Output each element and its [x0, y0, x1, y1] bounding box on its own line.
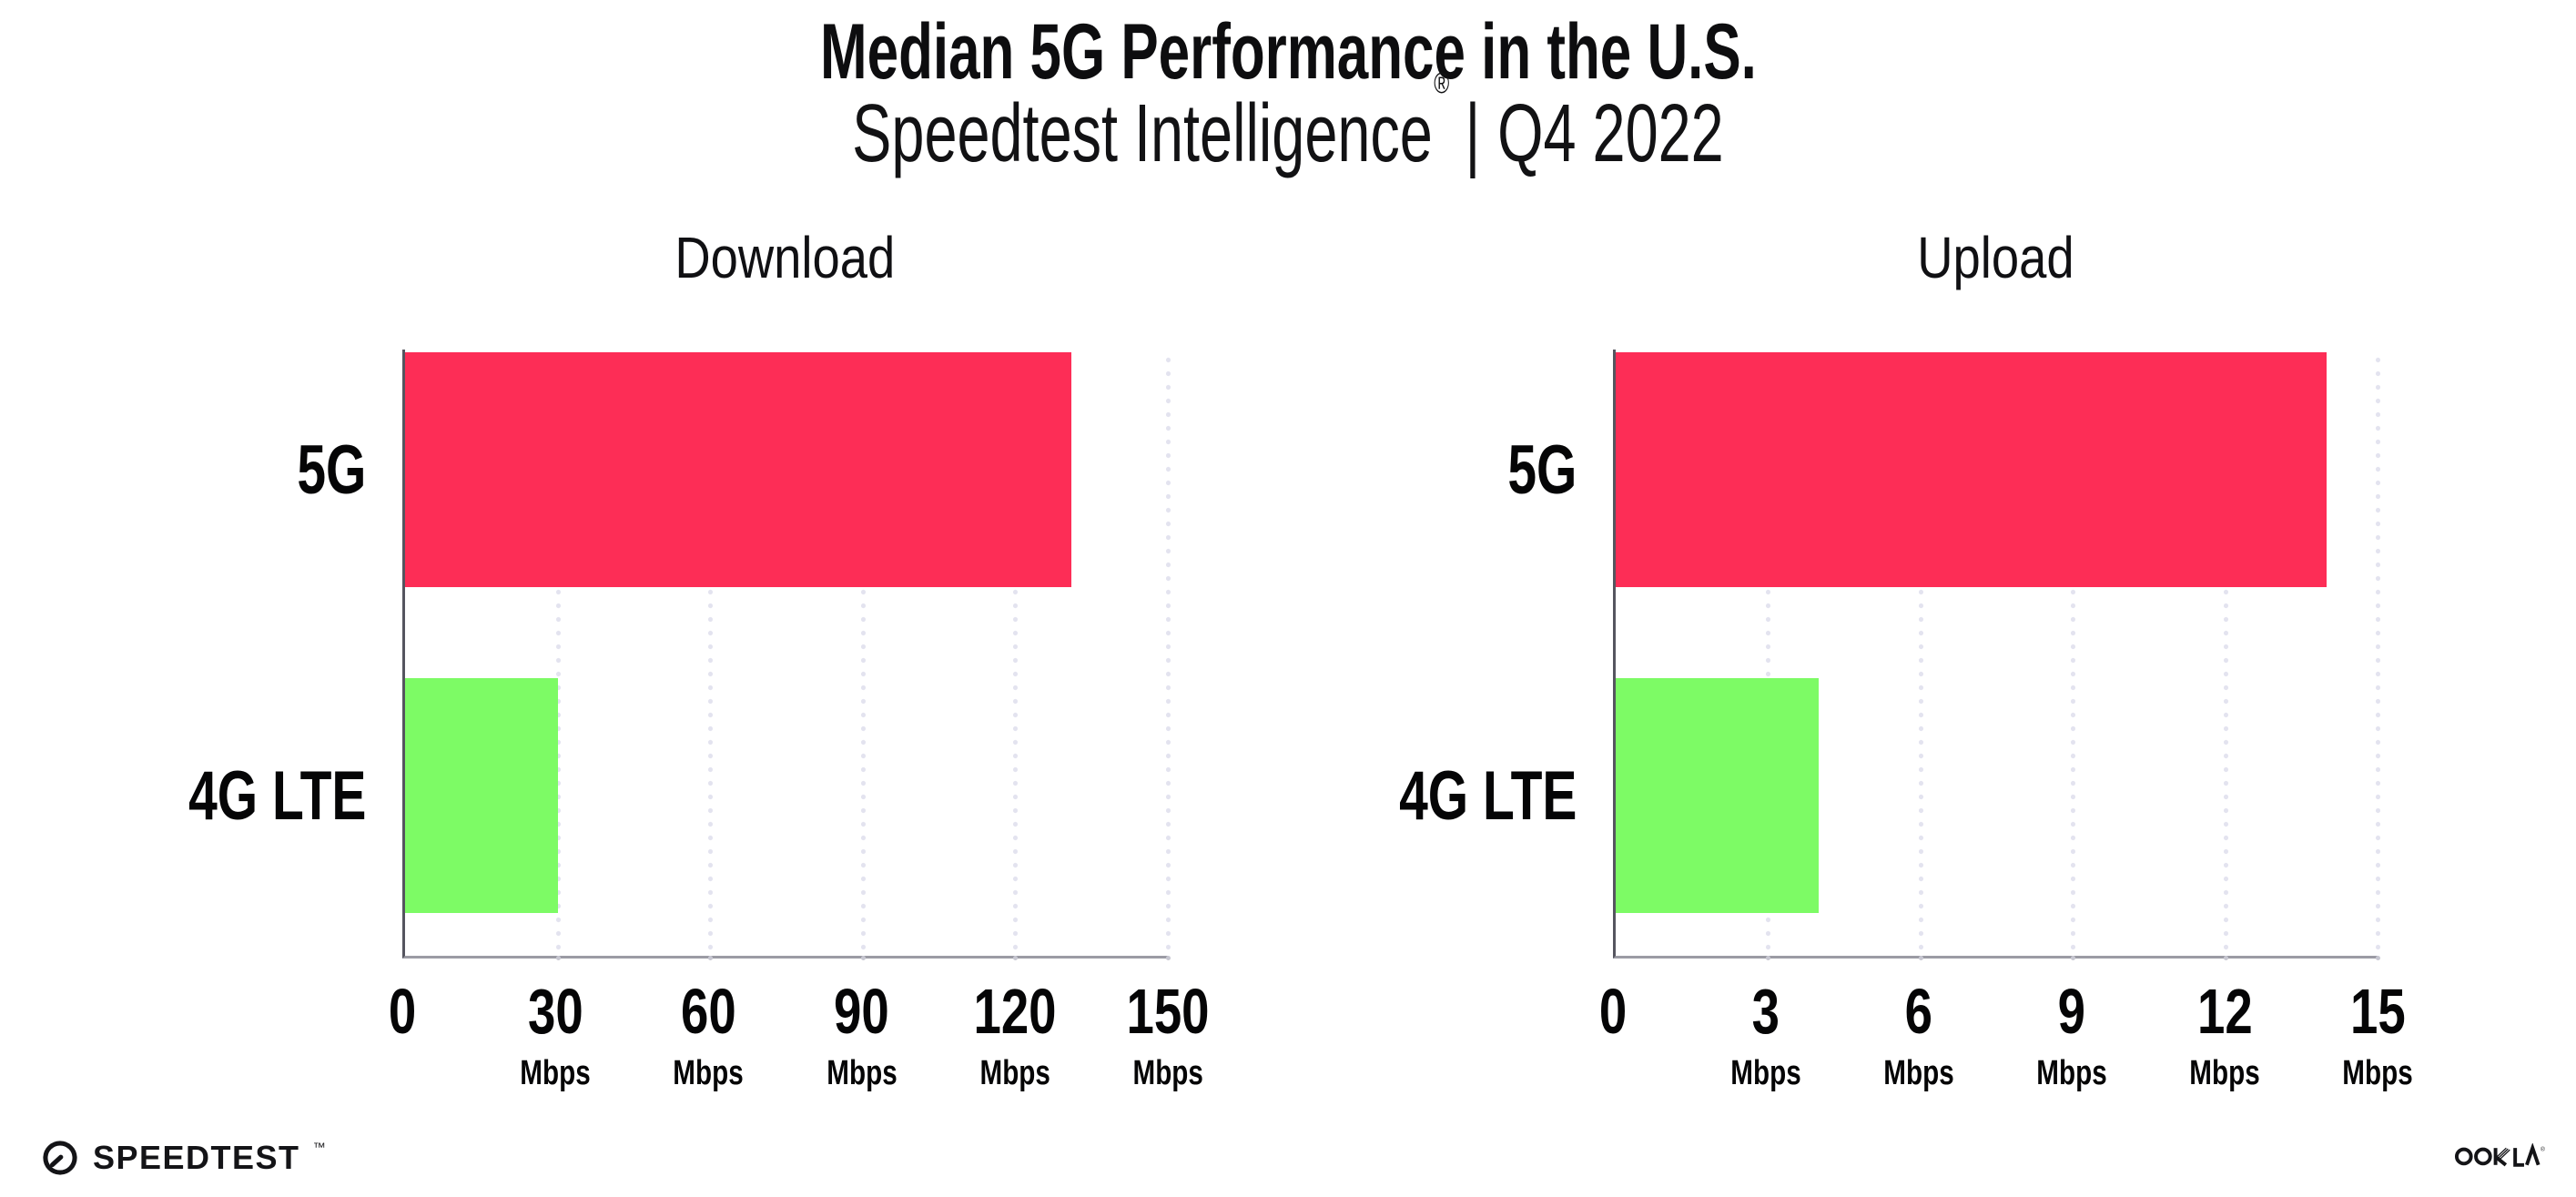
gridline-150 — [1166, 350, 1171, 960]
x-axis-tick-0: 0 — [385, 979, 421, 1043]
speedtest-wordmark: SPEEDTEST — [93, 1139, 300, 1176]
speedtest-gauge-icon — [43, 1141, 77, 1175]
x-axis-tick-value: 0 — [1598, 976, 1628, 1047]
x-axis-tick-12: 12 Mbps — [2179, 979, 2269, 1090]
x-axis-tick-unit: Mbps — [1132, 1054, 1203, 1092]
page-title-text: Median 5G Performance in the U.S. — [819, 8, 1757, 96]
x-axis-tick-9: 9 Mbps — [2026, 979, 2116, 1090]
page-subtitle: Speedtest Intelligence®| Q4 2022 — [0, 68, 2576, 175]
gridline-60 — [708, 350, 714, 960]
gridline-12 — [2223, 350, 2228, 960]
x-axis-tick-120: 120 Mbps — [961, 979, 1068, 1090]
category-label-4g-lte: 4G LTE — [188, 756, 366, 835]
x-axis-tick-6: 6 Mbps — [1873, 979, 1963, 1090]
category-label-row: 4G LTE — [111, 678, 366, 913]
ookla-wordmark-icon: ® — [2454, 1142, 2545, 1167]
category-label-row: 4G LTE — [1322, 678, 1577, 913]
trademark-symbol: ™ — [312, 1140, 326, 1154]
x-axis-tick-30: 30 Mbps — [511, 979, 601, 1090]
bar-5g — [1616, 352, 2328, 587]
page-subtitle-text: Speedtest Intelligence®| Q4 2022 — [852, 68, 1724, 175]
gridline-9 — [2071, 350, 2076, 960]
download-chart-title: Download — [402, 226, 1168, 304]
upload-chart-title: Upload — [1613, 226, 2378, 304]
x-axis-tick-unit: Mbps — [2342, 1054, 2413, 1092]
category-label-row: 5G — [1322, 352, 1577, 587]
category-label-5g: 5G — [296, 431, 366, 509]
gridline-90 — [860, 350, 866, 960]
x-axis-tick-unit: Mbps — [979, 1054, 1050, 1092]
bar-4g-lte — [1616, 678, 1820, 913]
subtitle-period: Q4 2022 — [1497, 88, 1724, 179]
page-title: Median 5G Performance in the U.S. — [0, 13, 2576, 91]
x-axis-tick-value: 150 — [1126, 976, 1210, 1047]
x-axis-tick-value: 15 — [2349, 976, 2406, 1047]
x-axis-tick-0: 0 — [1596, 979, 1631, 1043]
x-axis-tick-value: 12 — [2196, 976, 2253, 1047]
gridline-3 — [1766, 350, 1771, 960]
download-x-axis: 0 30 Mbps 60 Mbps 90 Mbps 120 Mbps 150 Mbps — [389, 979, 1210, 1134]
category-label-5g: 5G — [1506, 431, 1577, 509]
x-axis-tick-value: 60 — [681, 976, 736, 1047]
speedtest-logo: SPEEDTEST ™ — [40, 1138, 326, 1178]
x-axis-tick-60: 60 Mbps — [664, 979, 754, 1090]
subtitle-brand: Speedtest Intelligence — [852, 88, 1433, 179]
x-axis-tick-15: 15 Mbps — [2332, 979, 2422, 1090]
x-axis-tick-unit: Mbps — [520, 1054, 591, 1092]
x-axis-tick-value: 0 — [388, 976, 417, 1047]
download-category-labels: 5G 4G LTE — [111, 350, 366, 959]
registered-symbol: ® — [1434, 66, 1450, 99]
upload-x-axis: 0 3 Mbps 6 Mbps 9 Mbps 12 Mbps 15 Mbps — [1599, 979, 2413, 1134]
upload-plot-area — [1613, 350, 2380, 960]
bar-5g — [405, 352, 1071, 587]
x-axis-tick-value: 3 — [1751, 976, 1780, 1047]
upload-category-labels: 5G 4G LTE — [1322, 350, 1577, 959]
gridline-6 — [1918, 350, 1923, 960]
ookla-logo: ® — [2454, 1142, 2545, 1172]
gridline-30 — [555, 350, 561, 960]
x-axis-tick-value: 120 — [973, 976, 1057, 1047]
x-axis-tick-150: 150 Mbps — [1115, 979, 1222, 1090]
x-axis-tick-unit: Mbps — [826, 1054, 898, 1092]
gridline-15 — [2376, 350, 2380, 960]
x-axis-tick-unit: Mbps — [2036, 1054, 2107, 1092]
category-label-4g-lte: 4G LTE — [1398, 756, 1577, 835]
x-axis-tick-value: 30 — [527, 976, 583, 1047]
x-axis-tick-value: 6 — [1904, 976, 1933, 1047]
x-axis-tick-value: 90 — [834, 976, 889, 1047]
download-chart-title-text: Download — [674, 225, 896, 290]
gridline-120 — [1013, 350, 1019, 960]
x-axis-tick-value: 9 — [2057, 976, 2086, 1047]
bar-4g-lte — [405, 678, 558, 913]
x-axis-tick-90: 90 Mbps — [816, 979, 907, 1090]
x-axis-tick-unit: Mbps — [2189, 1054, 2260, 1092]
download-plot-area — [402, 350, 1171, 960]
category-label-row: 5G — [111, 352, 366, 587]
x-axis-tick-3: 3 Mbps — [1720, 979, 1810, 1090]
subtitle-divider: | — [1465, 88, 1481, 179]
x-axis-tick-unit: Mbps — [673, 1054, 745, 1092]
ookla-registered-symbol: ® — [2541, 1146, 2545, 1153]
upload-chart-title-text: Upload — [1916, 225, 2074, 290]
x-axis-tick-unit: Mbps — [1730, 1054, 1801, 1092]
x-axis-tick-unit: Mbps — [1883, 1054, 1954, 1092]
